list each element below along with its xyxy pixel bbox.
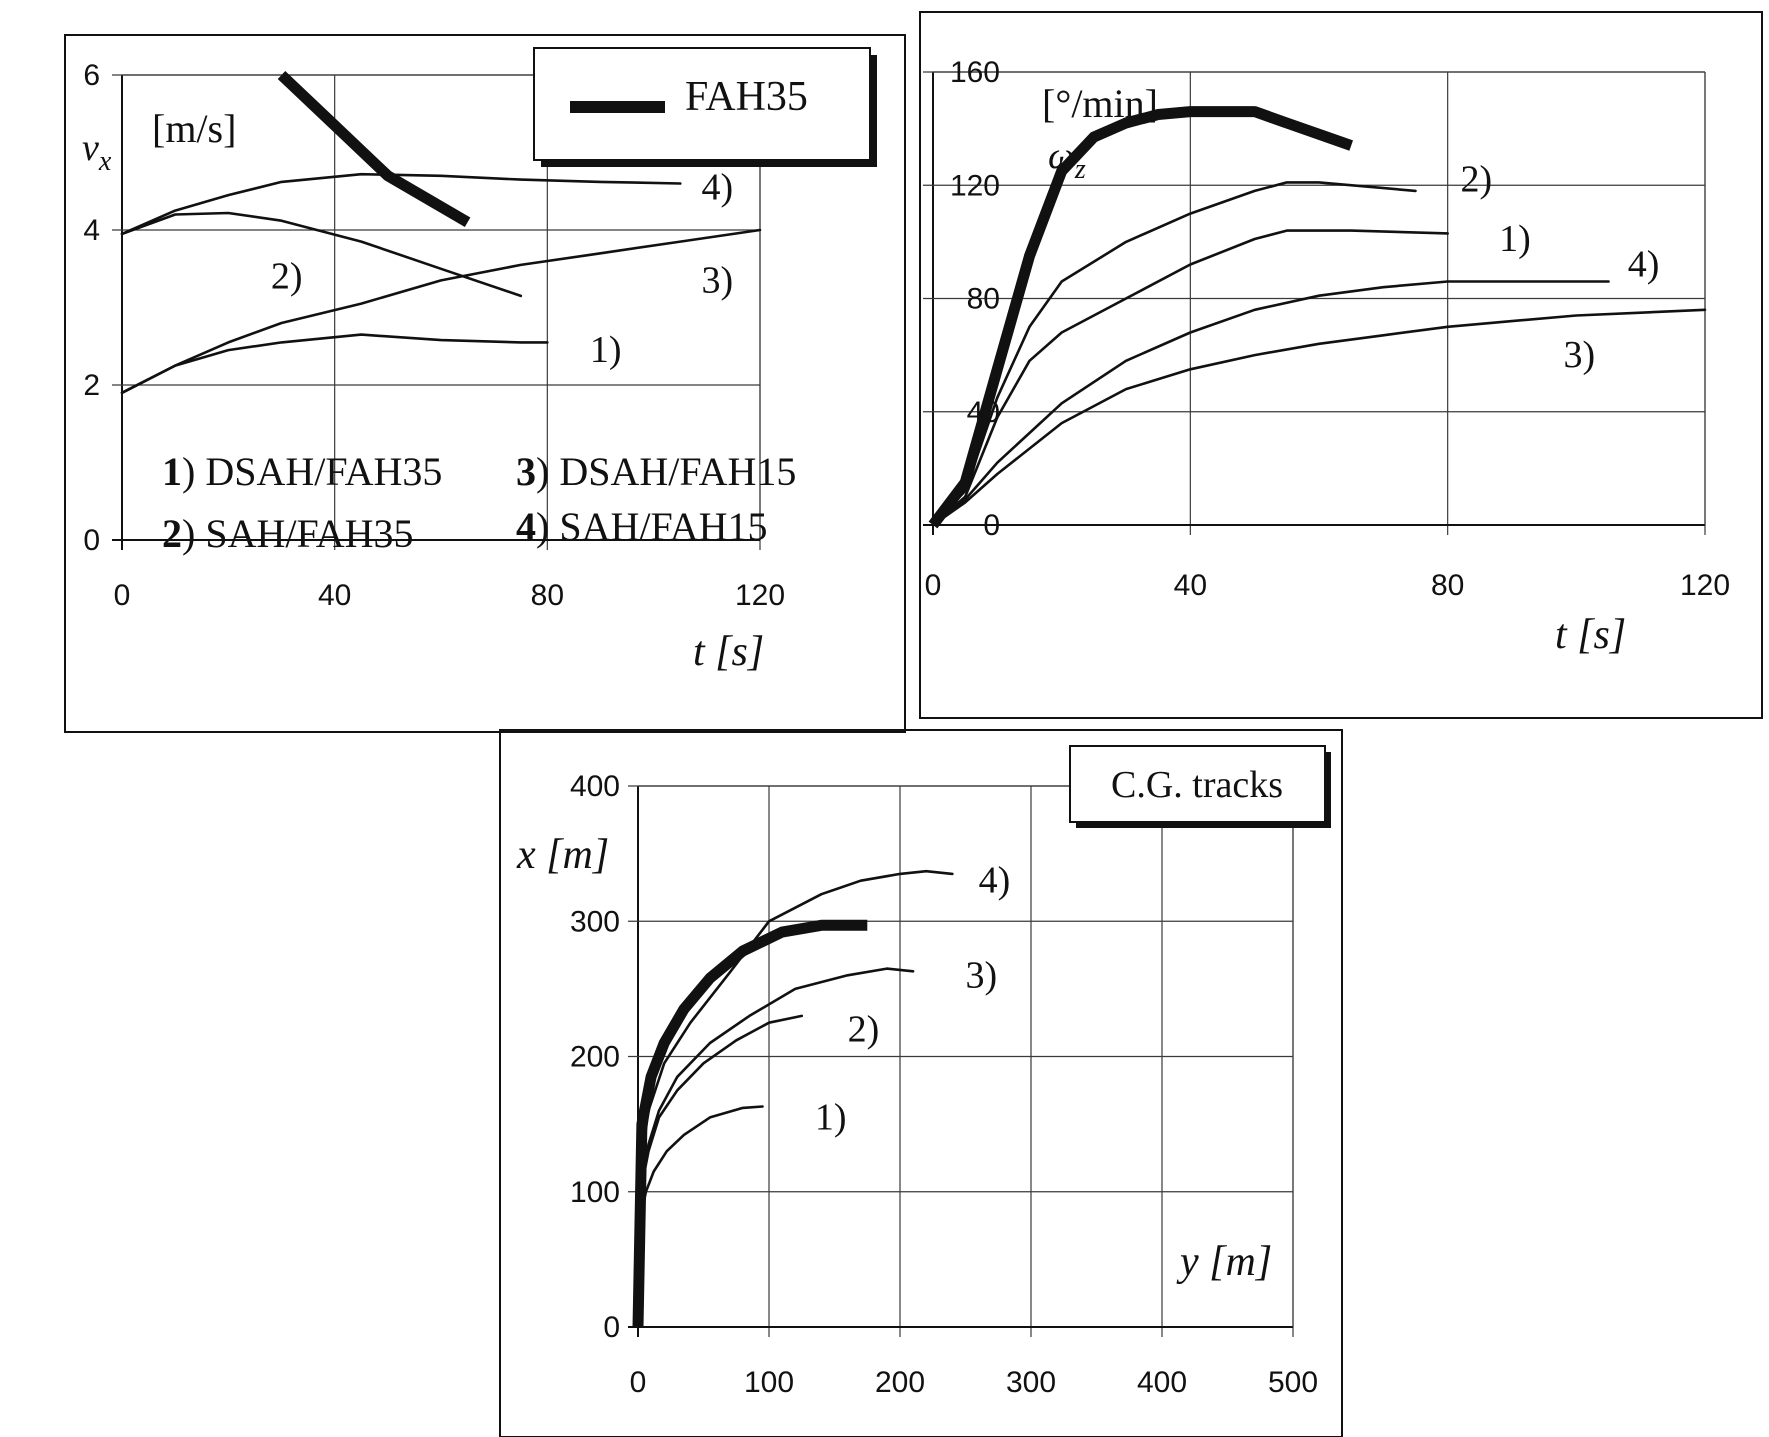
panel-vx-legend-box: FAH35 xyxy=(533,47,877,167)
x-tick-label: 120 xyxy=(735,579,785,612)
series-line-1 xyxy=(636,1105,764,1329)
panel-vx-frame xyxy=(64,34,906,733)
panel-vx-curve-labels: 1) 2) 3) 4) xyxy=(271,166,733,371)
y-tick-label: 0 xyxy=(983,509,1000,542)
legend-entry-3: 3) DSAH/FAH15 xyxy=(516,449,796,494)
panel-tracks-grid xyxy=(628,785,1294,1337)
x-tick-label: 40 xyxy=(1174,569,1207,602)
series-line-4 xyxy=(636,869,954,1329)
panel-omega-curve-labels: 1)2) 3) 4) xyxy=(1461,159,1660,377)
y-tick-label: 200 xyxy=(570,1041,620,1074)
panel-tracks-title: C.G. tracks xyxy=(1111,764,1283,806)
curve-label: 3) xyxy=(702,259,734,301)
curve-label: 3) xyxy=(966,954,998,996)
legend-fah35-label: FAH35 xyxy=(685,74,808,120)
y-tick-label: 100 xyxy=(570,1176,620,1209)
series-line-2 xyxy=(120,211,523,298)
y-tick-label: 0 xyxy=(83,524,100,557)
series-line-3 xyxy=(636,967,915,1329)
y-tick-label: 4 xyxy=(83,214,100,247)
curve-label: 4) xyxy=(979,860,1011,902)
y-tick-label: 6 xyxy=(83,59,100,92)
series-line-1 xyxy=(931,229,1449,527)
panel-vx-ylabel-symbol: vx xyxy=(82,127,112,177)
panel-vx-tick-labels: 0 40 80 120 0 2 4 6 xyxy=(83,59,785,612)
legend-entry-1: 1) DSAH/FAH35 xyxy=(162,449,442,494)
series-line-FAH35 xyxy=(928,106,1354,529)
panel-vx-xlabel: t [s] xyxy=(693,629,764,675)
curve-label: 4) xyxy=(1628,244,1660,286)
panel-tracks-tick-labels: 0 100 200 300 400 500 0 100 200 300 400 xyxy=(570,770,1318,1399)
legend-entry-2: 2) SAH/FAH35 xyxy=(162,511,414,556)
panel-tracks: 0 100 200 300 400 500 0 100 200 300 400 1) 2) 3) 4) x… xyxy=(499,729,1343,1437)
series-line-3 xyxy=(120,228,762,395)
y-tick-label: 400 xyxy=(570,770,620,803)
series-line-4 xyxy=(931,280,1610,527)
y-tick-label: 120 xyxy=(950,169,1000,202)
panel-tracks-title-box: C.G. tracks xyxy=(1069,745,1331,828)
panel-omega-xlabel: t [s] xyxy=(1555,612,1626,658)
panel-tracks-frame xyxy=(499,729,1343,1437)
curve-label: 4) xyxy=(702,166,734,208)
x-tick-label: 80 xyxy=(531,579,564,612)
series-line-FAH35 xyxy=(632,919,868,1328)
curve-label: 1) xyxy=(815,1096,847,1138)
x-tick-label: 200 xyxy=(875,1366,925,1399)
curve-label: 2) xyxy=(271,256,303,298)
curve-label: 2) xyxy=(848,1008,880,1050)
panel-omega-series xyxy=(928,106,1707,529)
y-tick-label: 2 xyxy=(83,369,100,402)
x-tick-label: 40 xyxy=(318,579,351,612)
panel-tracks-xlabel: y [m] xyxy=(1176,1239,1272,1285)
panel-tracks-series xyxy=(632,869,954,1329)
curve-label: 3) xyxy=(1563,334,1595,376)
x-tick-label: 120 xyxy=(1680,569,1730,602)
panel-tracks-ylabel: x [m] xyxy=(516,832,609,878)
x-tick-label: 0 xyxy=(114,579,131,612)
panel-omega-yunit: [°/min] xyxy=(1042,81,1158,126)
y-tick-label: 160 xyxy=(950,56,1000,89)
x-tick-label: 400 xyxy=(1137,1366,1187,1399)
panel-vx-series xyxy=(120,71,762,395)
panel-omega-ylabel-symbol: ωz xyxy=(1048,135,1086,185)
series-line-2 xyxy=(636,1014,804,1329)
title-box-frame xyxy=(1069,745,1326,823)
y-tick-label: 80 xyxy=(967,283,1000,316)
curve-label: 1) xyxy=(1499,218,1531,260)
x-tick-label: 80 xyxy=(1431,569,1464,602)
y-tick-label: 0 xyxy=(603,1311,620,1344)
series-line-4 xyxy=(120,172,682,236)
legend-entry-4: 4) SAH/FAH15 xyxy=(516,504,768,549)
x-tick-label: 0 xyxy=(925,569,942,602)
x-tick-label: 500 xyxy=(1268,1366,1318,1399)
y-tick-label: 300 xyxy=(570,905,620,938)
panel-omega-frame xyxy=(919,11,1763,719)
curve-label: 2) xyxy=(1461,159,1493,201)
panel-vx: 0 40 80 120 0 2 4 6 1) 2) 3) 4) vx [m/s] t [s] FAH… xyxy=(64,34,906,733)
panel-vx-yunit: [m/s] xyxy=(152,106,236,151)
panel-omega-grid xyxy=(923,71,1706,535)
curve-label: 1) xyxy=(590,329,622,371)
panel-tracks-curve-labels: 1) 2) 3) 4) xyxy=(815,860,1010,1139)
series-line-FAH35 xyxy=(277,71,471,228)
x-tick-label: 0 xyxy=(630,1366,647,1399)
x-tick-label: 300 xyxy=(1006,1366,1056,1399)
series-line-3 xyxy=(931,308,1707,527)
series-line-2 xyxy=(931,181,1417,527)
x-tick-label: 100 xyxy=(744,1366,794,1399)
